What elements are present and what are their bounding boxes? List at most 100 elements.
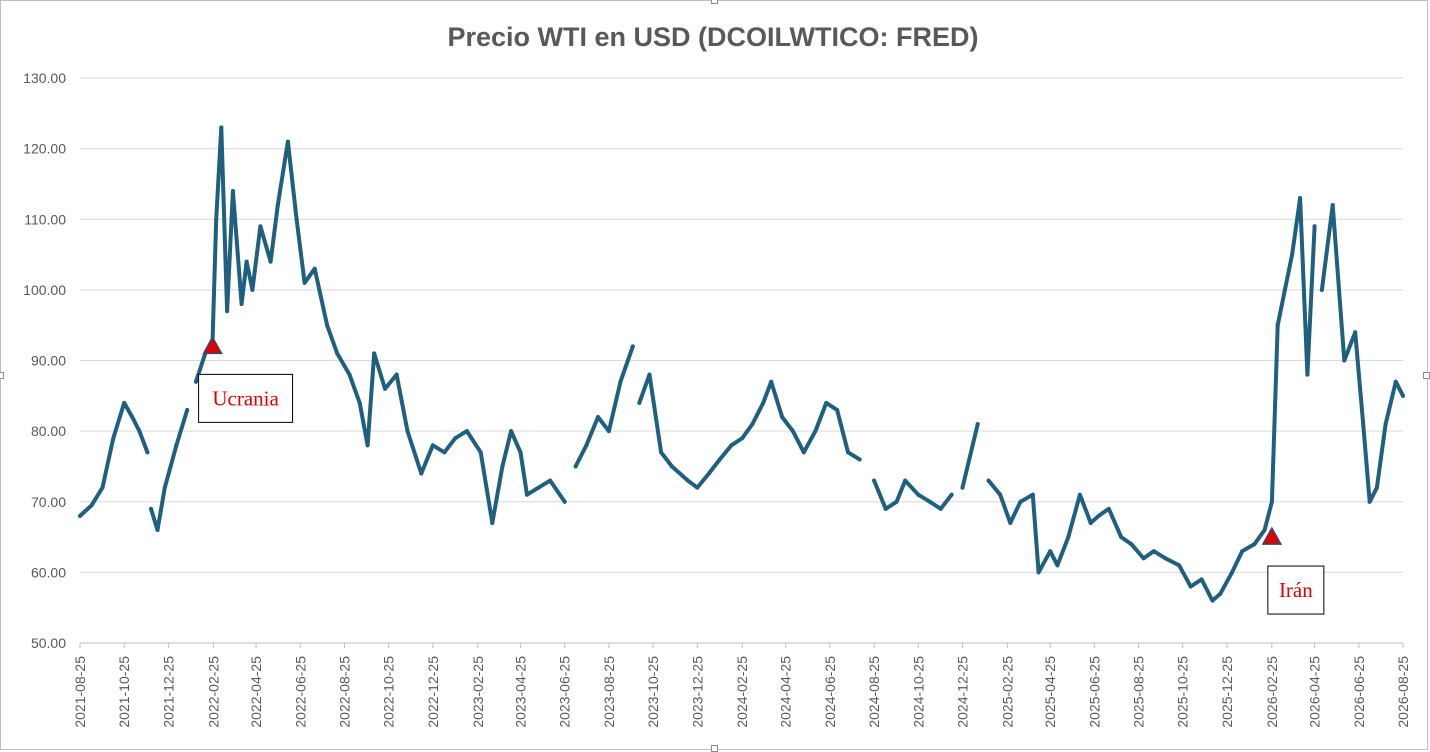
data-point bbox=[1275, 323, 1280, 328]
data-point bbox=[1353, 330, 1358, 335]
data-point bbox=[162, 485, 167, 490]
data-point bbox=[729, 443, 734, 448]
data-point bbox=[193, 379, 198, 384]
data-point bbox=[813, 429, 818, 434]
data-point bbox=[285, 139, 290, 144]
x-tick-label: 2025-06-25 bbox=[1086, 656, 1102, 728]
y-tick-label: 50.00 bbox=[31, 635, 66, 651]
data-point bbox=[659, 450, 664, 455]
x-axis-ticks: 2021-08-25 2021-10-25 2021-12-25 2022-02-25… bbox=[72, 643, 1411, 728]
data-point bbox=[780, 415, 785, 419]
data-point bbox=[383, 386, 388, 391]
data-point bbox=[1230, 570, 1235, 575]
data-point bbox=[618, 379, 623, 384]
x-tick-label: 2024-06-25 bbox=[822, 656, 838, 728]
y-tick-label: 120.00 bbox=[23, 141, 66, 157]
x-tick-label: 2022-06-25 bbox=[292, 656, 308, 728]
data-point bbox=[185, 407, 190, 412]
y-tick-label: 90.00 bbox=[31, 353, 66, 369]
data-point bbox=[998, 492, 1003, 497]
x-tick-label: 2024-12-25 bbox=[954, 656, 970, 728]
data-point bbox=[325, 323, 330, 328]
data-point bbox=[573, 464, 578, 469]
data-point bbox=[790, 429, 795, 434]
data-point bbox=[1048, 549, 1053, 554]
data-point bbox=[1163, 556, 1168, 561]
data-point bbox=[1066, 535, 1071, 540]
data-point bbox=[1240, 549, 1245, 554]
resize-handle-top[interactable] bbox=[711, 0, 718, 4]
x-tick-label: 2021-08-25 bbox=[72, 656, 88, 728]
y-axis-ticks: 50.00 60.00 70.00 80.00 90.00 100.00 110.00 120… bbox=[23, 70, 66, 651]
data-point bbox=[225, 309, 230, 314]
data-point bbox=[761, 400, 766, 405]
x-tick-label: 2025-02-25 bbox=[999, 656, 1015, 728]
data-point bbox=[394, 372, 399, 377]
data-point bbox=[630, 344, 635, 349]
x-tick-label: 2024-10-25 bbox=[910, 656, 926, 728]
x-tick-label: 2024-04-25 bbox=[778, 656, 794, 728]
annotation-box bbox=[198, 373, 294, 423]
data-point bbox=[1030, 492, 1035, 497]
data-point bbox=[750, 422, 755, 427]
data-point bbox=[769, 379, 774, 384]
data-point bbox=[250, 287, 255, 292]
data-point bbox=[509, 429, 514, 434]
x-tick-label: 2023-04-25 bbox=[513, 656, 529, 728]
data-point bbox=[1298, 196, 1303, 201]
annotations: Ucrania Irán bbox=[198, 335, 1325, 615]
data-point bbox=[78, 513, 82, 518]
x-tick-label: 2025-08-25 bbox=[1131, 656, 1147, 728]
data-point bbox=[927, 499, 932, 504]
data-point bbox=[347, 372, 352, 377]
data-point bbox=[1018, 499, 1023, 504]
data-point bbox=[1361, 422, 1366, 427]
data-point bbox=[155, 528, 160, 532]
x-tick-label: 2023-08-25 bbox=[601, 656, 617, 728]
x-tick-label: 2025-04-25 bbox=[1042, 656, 1058, 728]
data-point bbox=[1151, 549, 1156, 554]
resize-handle-left[interactable] bbox=[0, 372, 4, 379]
x-tick-label: 2022-10-25 bbox=[381, 656, 397, 728]
data-point bbox=[894, 499, 899, 504]
x-tick-label: 2023-06-25 bbox=[557, 656, 573, 728]
data-point bbox=[258, 224, 263, 229]
x-tick-label: 2022-08-25 bbox=[336, 656, 352, 728]
x-tick-label: 2025-10-25 bbox=[1175, 656, 1191, 728]
x-tick-label: 2022-02-25 bbox=[205, 656, 221, 728]
data-point bbox=[1282, 287, 1287, 292]
data-point bbox=[606, 429, 611, 434]
data-point bbox=[464, 429, 469, 434]
data-point bbox=[824, 400, 829, 405]
data-point bbox=[1330, 203, 1335, 208]
data-point bbox=[357, 400, 362, 405]
data-point bbox=[846, 450, 851, 455]
data-point bbox=[268, 259, 273, 264]
x-tick-label: 2025-12-25 bbox=[1219, 656, 1235, 728]
data-point bbox=[122, 400, 127, 405]
data-point bbox=[1088, 520, 1093, 525]
data-point bbox=[490, 520, 495, 525]
x-tick-label: 2026-04-25 bbox=[1307, 656, 1323, 728]
data-point bbox=[1077, 492, 1082, 497]
data-point bbox=[275, 203, 280, 208]
data-point bbox=[1319, 287, 1324, 292]
data-point bbox=[302, 280, 307, 285]
data-point bbox=[239, 302, 244, 306]
data-point bbox=[1210, 598, 1215, 603]
data-point bbox=[1199, 577, 1204, 582]
data-point bbox=[960, 485, 965, 490]
data-point bbox=[647, 372, 652, 377]
data-point bbox=[89, 503, 94, 508]
data-point bbox=[1119, 535, 1124, 540]
series-line bbox=[78, 125, 1405, 603]
x-tick-label: 2024-02-25 bbox=[734, 656, 750, 728]
series-wti-price bbox=[78, 125, 1405, 603]
data-point bbox=[214, 217, 219, 222]
x-tick-label: 2026-02-25 bbox=[1264, 656, 1280, 728]
data-point bbox=[801, 450, 806, 455]
annotation-label: Irán bbox=[1279, 578, 1313, 602]
annotation-label: Ucrania bbox=[212, 386, 279, 410]
data-point bbox=[596, 415, 601, 419]
data-point bbox=[442, 450, 447, 455]
